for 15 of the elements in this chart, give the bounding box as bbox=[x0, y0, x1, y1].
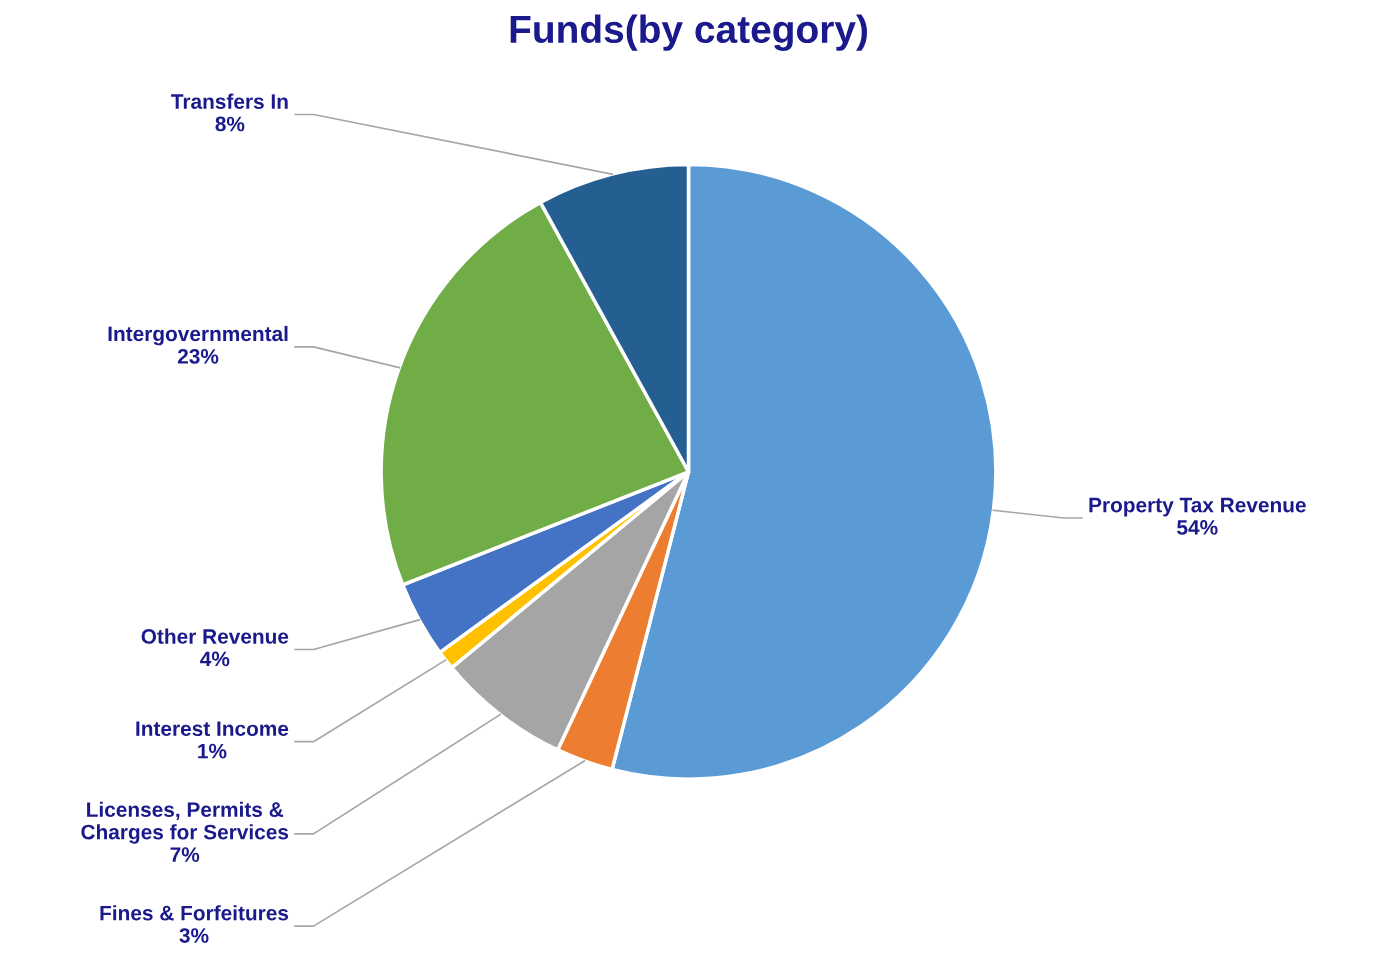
chart-title: Funds(by category) bbox=[510, 14, 867, 51]
slice-label: Intergovernmental bbox=[108, 325, 288, 346]
data-label: 7% bbox=[170, 847, 200, 862]
slice-label: Licenses, Permits & Charges for Services bbox=[81, 801, 289, 844]
data-label: 8% bbox=[215, 116, 245, 132]
data-label: 1% bbox=[198, 743, 227, 759]
data-label: 4% bbox=[200, 651, 230, 667]
slice-label: Transfers In bbox=[171, 93, 288, 109]
slice-label: Interest Income bbox=[136, 721, 289, 737]
data-label: 54% bbox=[1177, 520, 1218, 535]
slice-label: Other Revenue bbox=[141, 628, 289, 644]
slice-label: Fines & Forfeitures bbox=[100, 905, 289, 921]
slice-label: Property Tax Revenue bbox=[1089, 497, 1306, 517]
data-label: 3% bbox=[179, 928, 209, 943]
data-label: 23% bbox=[177, 348, 219, 364]
